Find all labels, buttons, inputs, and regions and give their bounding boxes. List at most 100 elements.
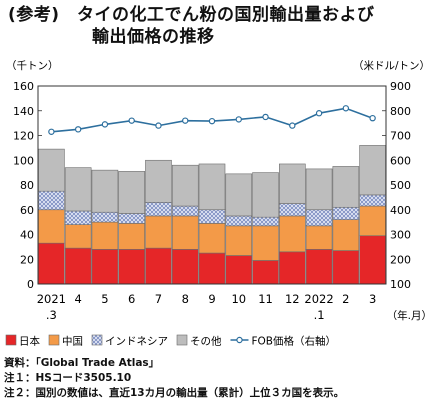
bar-segment: [198, 223, 226, 254]
bar-segment: [279, 215, 306, 253]
y-right-tick-label: 200: [390, 253, 411, 266]
y-axis-left-label: （千トン）: [6, 60, 59, 72]
bar-segment: [305, 209, 333, 227]
title-line-1: (参考) タイの化工でん粉の国別輸出量および: [8, 5, 375, 25]
y-left-tick-label: 140: [13, 105, 34, 118]
y-right-tick-label: 100: [390, 278, 411, 291]
fob-price-point: [235, 116, 242, 123]
legend-line-marker: [236, 336, 243, 344]
bar-segment: [64, 167, 92, 212]
x-tick-label: 9: [208, 292, 215, 306]
x-tick-label: 2021: [37, 292, 66, 306]
x-tick-label: 7: [155, 292, 162, 306]
bar-segment: [118, 223, 145, 250]
x-tick-label: 3: [369, 292, 376, 306]
y-right-tick-label: 400: [390, 204, 411, 217]
bar-segment: [359, 235, 386, 285]
x-tick-label: 12: [285, 292, 300, 306]
legend-swatch: [176, 334, 188, 346]
bar-segment: [252, 260, 279, 285]
bar-segment: [332, 166, 360, 208]
x-tick-label: 8: [182, 292, 189, 306]
bar-segment: [38, 190, 65, 211]
bar-segment: [171, 205, 199, 217]
bar-segment: [305, 168, 333, 211]
fob-price-point: [289, 122, 296, 129]
y-left-tick-label: 40: [20, 229, 34, 242]
x-axis-label: （年.月）: [387, 309, 432, 322]
bar-segment: [38, 242, 65, 285]
bar-segment: [171, 164, 199, 207]
bar-segment: [252, 172, 279, 218]
bar-segment: [198, 163, 226, 211]
bar-segment: [145, 202, 172, 217]
bar-segment: [64, 224, 92, 249]
fob-price-line: [48, 105, 376, 135]
y-axis-left-ticks: 0 20 40 60 80 100 120 140 160: [13, 80, 42, 291]
chart-title: (参考) タイの化工でん粉の国別輸出量および 輸出価格の推移: [8, 4, 375, 48]
fob-price-point: [262, 113, 269, 121]
bar-segment: [64, 210, 92, 225]
bar-segment: [359, 145, 386, 196]
y-axis-right-ticks: 100 200 300 400 500 600 700 800 900: [382, 80, 411, 291]
x-tick-label: 2: [342, 292, 349, 306]
legend-swatch: [48, 334, 60, 346]
fob-price-point: [128, 117, 135, 124]
legend-label: FOB価格（右軸）: [252, 335, 337, 348]
bar-segment: [91, 221, 119, 250]
legend-label: 中国: [62, 335, 83, 348]
fob-price-point: [315, 110, 323, 117]
bar-segment: [359, 205, 386, 237]
x-tick-label: 10: [231, 292, 246, 306]
bar-segment: [38, 148, 65, 192]
legend-label: インドネシア: [105, 336, 168, 348]
plot-border: [37, 85, 387, 285]
y-right-tick-label: 500: [390, 179, 411, 192]
bar-segment: [279, 203, 306, 217]
bar-segment: [38, 209, 65, 244]
y-left-tick-label: 160: [13, 80, 34, 93]
bar-segment: [279, 251, 306, 285]
bar-segment: [198, 252, 226, 285]
fob-price-point: [208, 117, 216, 125]
bar-segment: [252, 225, 279, 261]
fob-price-point: [369, 114, 376, 122]
y-left-tick-label: 60: [20, 204, 34, 217]
bar-segment: [145, 247, 172, 285]
legend: 日本 中国 インドネシア その他 FOB価格（右軸）: [5, 334, 337, 348]
y-right-tick-label: 300: [390, 229, 411, 242]
note-1: 注１：HSコード3505.10: [4, 372, 132, 384]
plot-frame: [37, 85, 387, 285]
x-tick-label: 4: [74, 292, 81, 306]
y-right-tick-label: 600: [390, 154, 411, 167]
bar-segment: [171, 249, 199, 285]
y-left-tick-label: 120: [13, 130, 34, 143]
x-tick-sublabel: .3: [46, 308, 57, 322]
note-2: 注２：国別の数値は、直近13カ月の輸出量（累計）上位３カ国を表示。: [4, 387, 345, 399]
bar-segment: [118, 213, 145, 224]
legend-label: その他: [190, 335, 222, 348]
bar-segment: [359, 194, 386, 207]
bar-segment: [332, 206, 360, 220]
notes: 資料：「Global Trade Atlas」 注１：HSコード3505.10 …: [4, 356, 344, 401]
bar-segment: [225, 225, 253, 256]
x-tick-sublabel: .1: [314, 308, 325, 322]
bar-segment: [305, 249, 333, 285]
title-line-2: 輸出価格の推移: [92, 27, 215, 47]
y-left-tick-label: 100: [13, 154, 34, 167]
y-right-tick-label: 700: [390, 130, 411, 143]
bar-segment: [225, 215, 253, 227]
x-tick-label: 11: [258, 292, 273, 306]
x-tick-label: 6: [128, 292, 135, 306]
bar-segment: [145, 215, 172, 249]
bar-segment: [91, 249, 119, 285]
fob-price-point: [101, 121, 109, 128]
y-left-tick-label: 80: [20, 179, 34, 192]
fob-price-point: [74, 126, 82, 133]
bar-segment: [225, 173, 253, 217]
x-tick-label: 2022: [304, 292, 333, 306]
bar-segment: [332, 219, 360, 251]
bar-segment: [64, 247, 92, 285]
bar-segment: [279, 163, 306, 204]
